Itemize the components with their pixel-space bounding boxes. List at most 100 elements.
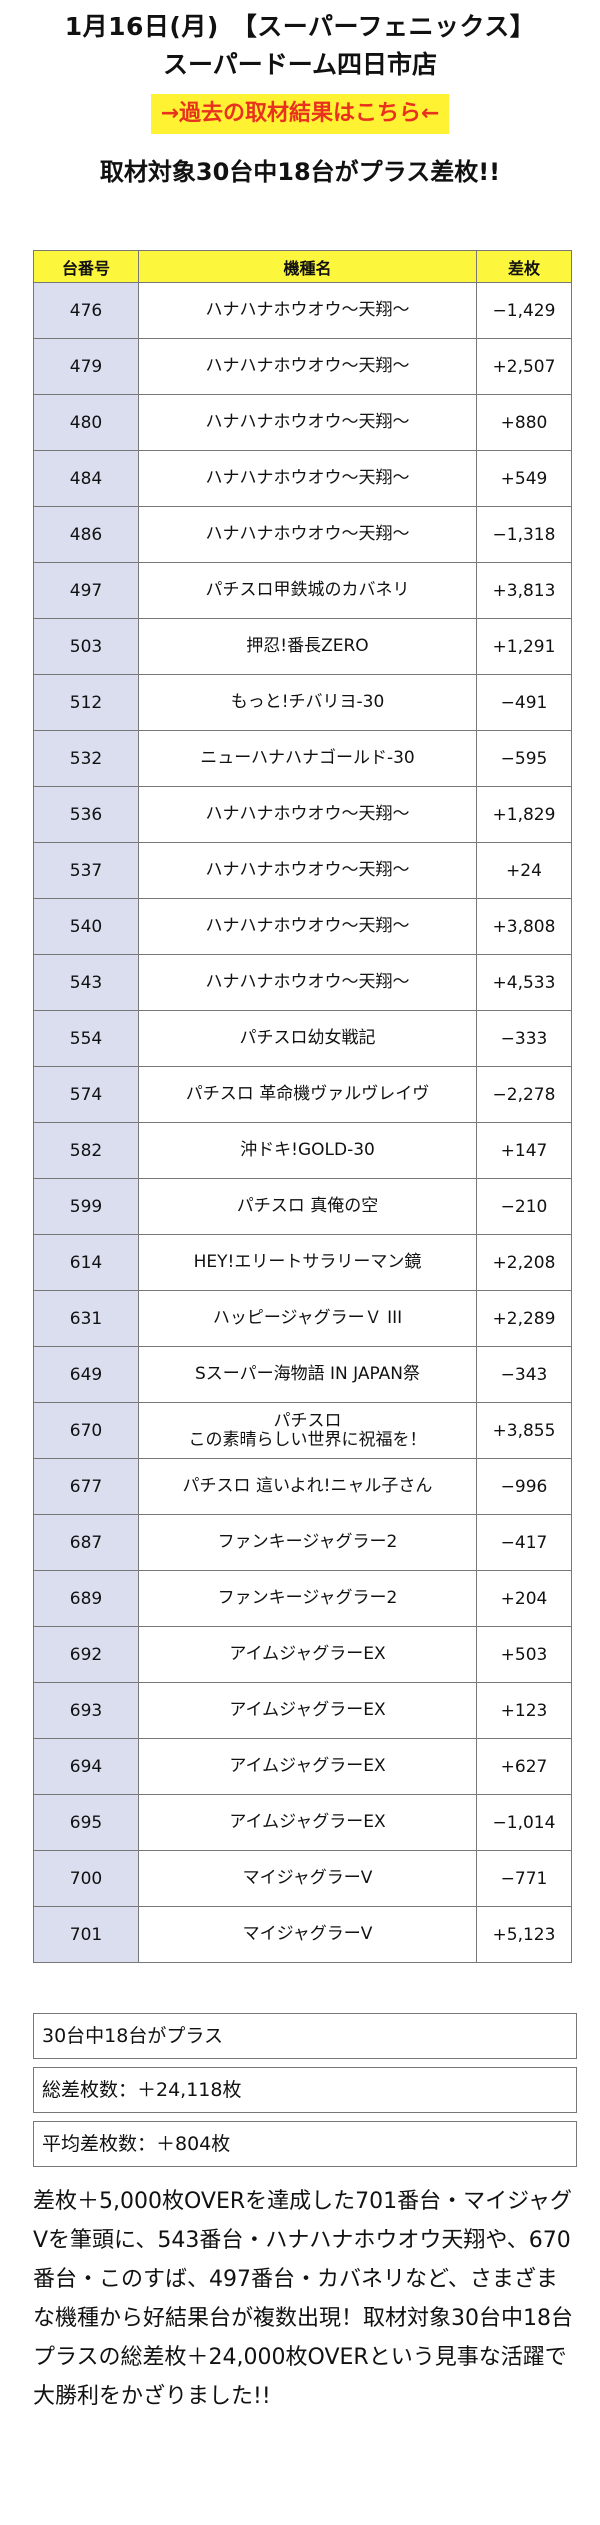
difference-cell: +503 — [476, 1626, 572, 1683]
machine-name-cell: ニューハナハナゴールド-30 — [138, 730, 477, 787]
table-header-row: 台番号 機種名 差枚 — [33, 250, 572, 283]
page-title-date: 1月16日(月) 【スーパーフェニックス】 — [64, 12, 536, 41]
difference-cell: +2,507 — [476, 338, 572, 395]
difference-cell: +24 — [476, 842, 572, 899]
machine-name-cell: マイジャグラーV — [138, 1906, 477, 1963]
table-row: 693 アイムジャグラーEX +123 — [33, 1682, 572, 1739]
difference-cell: −491 — [476, 674, 572, 731]
page-header: 1月16日(月) 【スーパーフェニックス】 スーパードーム四日市店 →過去の取材… — [0, 8, 600, 190]
machine-number-cell: 695 — [33, 1794, 139, 1851]
machine-number-cell: 701 — [33, 1906, 139, 1963]
store-name: スーパードーム四日市店 — [162, 50, 437, 79]
table-row: 536 ハナハナホウオウ〜天翔〜 +1,829 — [33, 786, 572, 843]
result-commentary: 差枚＋5,000枚OVERを達成した701番台・マイジャグVを筆頭に、543番台… — [33, 2189, 573, 2409]
machine-name-cell: アイムジャグラーEX — [138, 1626, 477, 1683]
machine-number-cell: 479 — [33, 338, 139, 395]
difference-cell: +3,813 — [476, 562, 572, 619]
table-row: 497 パチスロ甲鉄城のカバネリ +3,813 — [33, 562, 572, 619]
machine-number-cell: 543 — [33, 954, 139, 1011]
difference-cell: +3,808 — [476, 898, 572, 955]
machine-name-cell: アイムジャグラーEX — [138, 1682, 477, 1739]
machine-name-cell: Sスーパー海物語 IN JAPAN祭 — [138, 1346, 477, 1403]
machine-number-cell: 497 — [33, 562, 139, 619]
machine-number-cell: 631 — [33, 1290, 139, 1347]
machine-name-cell: ハナハナホウオウ〜天翔〜 — [138, 282, 477, 339]
difference-cell: +549 — [476, 450, 572, 507]
table-row: 614 HEY!エリートサラリーマン鏡 +2,208 — [33, 1234, 572, 1291]
machine-name-cell: ハナハナホウオウ〜天翔〜 — [138, 506, 477, 563]
machine-name-cell: ハナハナホウオウ〜天翔〜 — [138, 898, 477, 955]
machine-number-cell: 582 — [33, 1122, 139, 1179]
machine-name-cell: ファンキージャグラー2 — [138, 1570, 477, 1627]
machine-number-cell: 476 — [33, 282, 139, 339]
machine-name-cell: ハナハナホウオウ〜天翔〜 — [138, 450, 477, 507]
table-row: 692 アイムジャグラーEX +503 — [33, 1626, 572, 1683]
machine-name-cell: マイジャグラーV — [138, 1850, 477, 1907]
machine-number-cell: 540 — [33, 898, 139, 955]
machine-name-cell: ハナハナホウオウ〜天翔〜 — [138, 954, 477, 1011]
machine-number-cell: 700 — [33, 1850, 139, 1907]
table-row: 476 ハナハナホウオウ〜天翔〜 −1,429 — [33, 282, 572, 339]
table-row: 677 パチスロ 這いよれ!ニャル子さん −996 — [33, 1458, 572, 1515]
table-row: 480 ハナハナホウオウ〜天翔〜 +880 — [33, 394, 572, 451]
machine-number-cell: 484 — [33, 450, 139, 507]
table-row: 695 アイムジャグラーEX −1,014 — [33, 1794, 572, 1851]
machine-name-cell: アイムジャグラーEX — [138, 1794, 477, 1851]
machine-number-cell: 486 — [33, 506, 139, 563]
machine-name-cell: ハナハナホウオウ〜天翔〜 — [138, 842, 477, 899]
difference-cell: −210 — [476, 1178, 572, 1235]
table-row: 540 ハナハナホウオウ〜天翔〜 +3,808 — [33, 898, 572, 955]
results-table: 台番号 機種名 差枚 476 ハナハナホウオウ〜天翔〜 −1,429 479 ハナハナホ… — [33, 250, 572, 1963]
machine-number-cell: 537 — [33, 842, 139, 899]
machine-name-cell: ハナハナホウオウ〜天翔〜 — [138, 394, 477, 451]
machine-name-cell: パチスロ幼女戦記 — [138, 1010, 477, 1067]
table-row: 694 アイムジャグラーEX +627 — [33, 1738, 572, 1795]
column-header-machine-number: 台番号 — [33, 250, 139, 283]
table-row: 543 ハナハナホウオウ〜天翔〜 +4,533 — [33, 954, 572, 1011]
table-row: 599 パチスロ 真俺の空 −210 — [33, 1178, 572, 1235]
machine-number-cell: 480 — [33, 394, 139, 451]
machine-name-cell: 沖ドキ!GOLD-30 — [138, 1122, 477, 1179]
machine-name-cell: ハナハナホウオウ〜天翔〜 — [138, 786, 477, 843]
difference-cell: +147 — [476, 1122, 572, 1179]
table-row: 574 パチスロ 革命機ヴァルヴレイヴ −2,278 — [33, 1066, 572, 1123]
machine-name-cell: パチスロ この素晴らしい世界に祝福を！ — [138, 1402, 477, 1459]
machine-name-cell: ハッピージャグラーＶ III — [138, 1290, 477, 1347]
difference-cell: −996 — [476, 1458, 572, 1515]
difference-cell: −343 — [476, 1346, 572, 1403]
past-results-link[interactable]: →過去の取材結果はこちら← — [150, 94, 450, 134]
table-row: 512 もっと!チバリヨ-30 −491 — [33, 674, 572, 731]
machine-name-cell: パチスロ甲鉄城のカバネリ — [138, 562, 477, 619]
difference-cell: +123 — [476, 1682, 572, 1739]
difference-cell: +627 — [476, 1738, 572, 1795]
machine-number-cell: 689 — [33, 1570, 139, 1627]
machine-name-cell: パチスロ 這いよれ!ニャル子さん — [138, 1458, 477, 1515]
difference-cell: +3,855 — [476, 1402, 572, 1459]
machine-number-cell: 536 — [33, 786, 139, 843]
difference-cell: −417 — [476, 1514, 572, 1571]
table-row: 537 ハナハナホウオウ〜天翔〜 +24 — [33, 842, 572, 899]
table-row: 687 ファンキージャグラー2 −417 — [33, 1514, 572, 1571]
table-row: 689 ファンキージャグラー2 +204 — [33, 1570, 572, 1627]
difference-cell: +880 — [476, 394, 572, 451]
machine-name-cell: パチスロ 革命機ヴァルヴレイヴ — [138, 1066, 477, 1123]
results-headline: 取材対象30台中18台がプラス差枚!! — [99, 158, 501, 186]
difference-cell: +1,829 — [476, 786, 572, 843]
difference-cell: +204 — [476, 1570, 572, 1627]
difference-cell: −595 — [476, 730, 572, 787]
machine-number-cell: 694 — [33, 1738, 139, 1795]
machine-name-cell: ハナハナホウオウ〜天翔〜 — [138, 338, 477, 395]
table-row: 532 ニューハナハナゴールド-30 −595 — [33, 730, 572, 787]
table-row: 649 Sスーパー海物語 IN JAPAN祭 −343 — [33, 1346, 572, 1403]
table-row: 582 沖ドキ!GOLD-30 +147 — [33, 1122, 572, 1179]
difference-cell: +4,533 — [476, 954, 572, 1011]
machine-number-cell: 677 — [33, 1458, 139, 1515]
difference-cell: −1,318 — [476, 506, 572, 563]
machine-name-cell: パチスロ 真俺の空 — [138, 1178, 477, 1235]
summary-total-difference: 総差枚数：＋24,118枚 — [33, 2067, 577, 2113]
difference-cell: −771 — [476, 1850, 572, 1907]
table-row: 670 パチスロ この素晴らしい世界に祝福を！ +3,855 — [33, 1402, 572, 1459]
difference-cell: −333 — [476, 1010, 572, 1067]
difference-cell: +1,291 — [476, 618, 572, 675]
machine-name-cell: HEY!エリートサラリーマン鏡 — [138, 1234, 477, 1291]
